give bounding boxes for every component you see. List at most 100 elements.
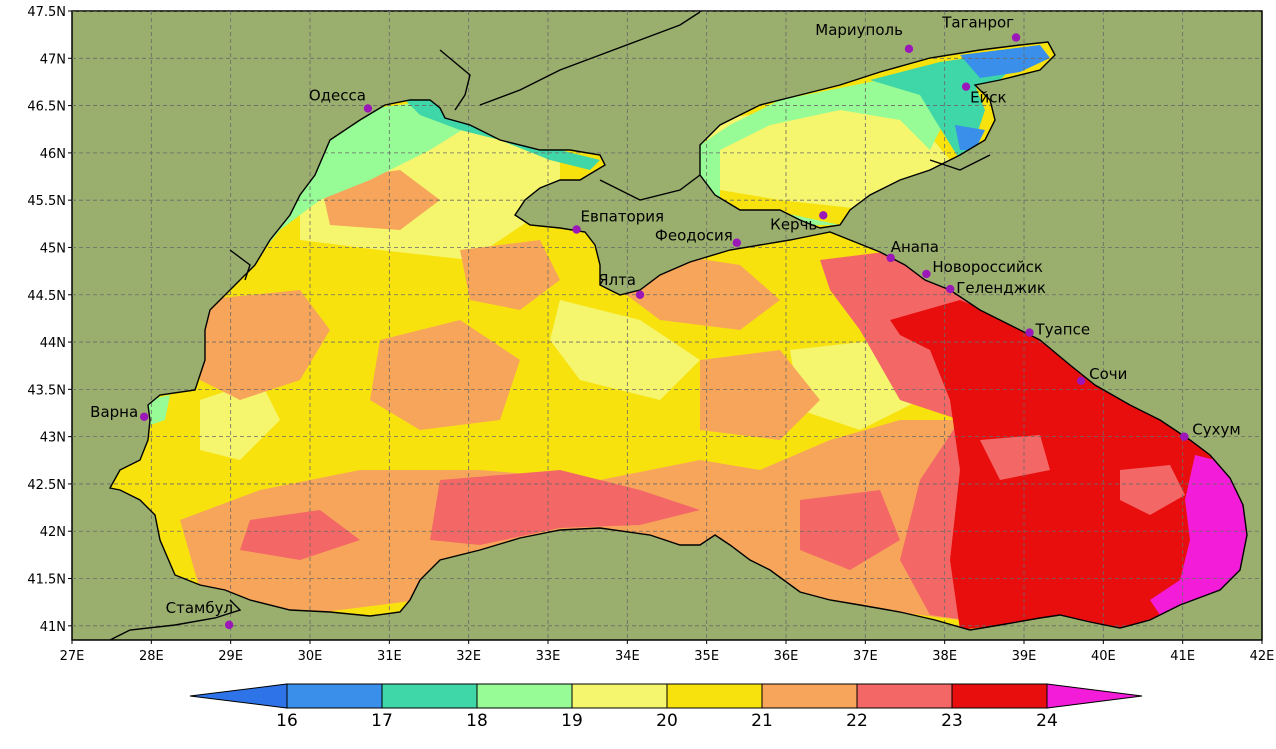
colorbar-max-arrow <box>1046 683 1143 709</box>
colorbar-label: 21 <box>751 711 773 731</box>
city-marker <box>922 269 931 279</box>
lat-tick-label: 42N <box>40 525 66 540</box>
lon-tick-label: 27E <box>60 649 85 664</box>
lat-tick-label: 41N <box>40 620 66 635</box>
lat-tick-label: 43.5N <box>27 383 66 398</box>
lat-tick-label: 43N <box>40 431 66 446</box>
city-marker <box>1011 33 1021 42</box>
lat-tick-label: 46.5N <box>27 100 66 115</box>
city-label: Геленджик <box>956 279 1046 297</box>
band-22 <box>200 290 330 400</box>
lon-tick-label: 40E <box>1091 649 1116 664</box>
city-marker <box>363 104 373 113</box>
city-label: Сочи <box>1089 365 1127 383</box>
city-label: Варна <box>90 403 138 421</box>
colorbar-min-arrow <box>189 683 288 709</box>
city-label: Сухум <box>1192 421 1240 439</box>
lon-tick-label: 41E <box>1170 649 1195 664</box>
city-marker <box>886 253 895 263</box>
lon-tick-label: 29E <box>218 649 243 664</box>
band-19 <box>148 395 170 425</box>
lon-tick-label: 30E <box>298 649 323 664</box>
colorbar-swatch <box>381 683 478 709</box>
colorbar-swatch <box>856 683 953 709</box>
lon-tick-label: 35E <box>694 649 719 664</box>
band-23 <box>980 435 1050 480</box>
band-24 <box>890 300 1240 630</box>
city-marker <box>819 211 828 220</box>
city-markers: Мариуполь Таганрог Ейск Одесса Евпатория Феод… <box>90 13 1241 630</box>
band-23 <box>1120 465 1185 515</box>
city-marker <box>946 284 955 294</box>
city-label: Мариуполь <box>815 21 903 39</box>
longitude-axis: 27E 28E 29E 30E 31E 32E 33E 34E 35E 36E 37E 38E 39E 4… <box>60 640 1275 664</box>
city-label: Анапа <box>891 238 939 256</box>
colorbar-label: 16 <box>276 711 298 731</box>
lat-tick-label: 45N <box>40 241 66 256</box>
colorbar-label: 22 <box>846 711 868 731</box>
colorbar-swatch <box>286 683 383 709</box>
city-marker <box>224 620 234 630</box>
lat-tick-label: 41.5N <box>27 573 66 588</box>
lon-tick-label: 28E <box>139 649 164 664</box>
lat-tick-label: 42.5N <box>27 478 66 493</box>
lat-tick-label: 46N <box>40 147 66 162</box>
lon-tick-label: 33E <box>536 649 561 664</box>
city-label: Ялта <box>598 271 636 289</box>
colorbar-swatch <box>571 683 668 709</box>
band-23 <box>430 470 700 545</box>
city-marker <box>961 82 971 91</box>
temperature-colorbar: 16 17 18 19 20 21 22 23 24 <box>189 683 1143 731</box>
city-marker <box>904 44 914 54</box>
band-25 <box>1150 455 1247 615</box>
band-22 <box>370 320 520 430</box>
latitude-axis: 47.5N 47N 46.5N 46N 45.5N 45N 44.5N 44N 43.5N 43N… <box>27 5 72 635</box>
lon-tick-label: 38E <box>932 649 957 664</box>
coastline <box>108 11 1248 640</box>
colorbar-label: 18 <box>466 711 488 731</box>
colorbar-swatch <box>476 683 573 709</box>
band-23 <box>800 490 900 570</box>
lat-tick-label: 44.5N <box>27 289 66 304</box>
city-marker <box>1025 328 1034 337</box>
city-label: Новороссийск <box>932 258 1042 276</box>
city-label: Евпатория <box>581 207 665 225</box>
colorbar-label: 19 <box>561 711 583 731</box>
band-17 <box>960 45 1050 78</box>
lon-tick-label: 32E <box>456 649 481 664</box>
lat-tick-label: 44N <box>40 336 66 351</box>
colorbar-label: 17 <box>371 711 393 731</box>
colorbar-swatch <box>951 683 1048 709</box>
city-marker <box>1180 432 1189 441</box>
colorbar-swatch <box>761 683 858 709</box>
lat-tick-label: 47N <box>40 52 66 67</box>
city-marker <box>139 412 149 421</box>
lon-tick-label: 34E <box>615 649 640 664</box>
band-20 <box>200 380 280 460</box>
band-19 <box>700 70 950 225</box>
band-22 <box>460 240 560 310</box>
colorbar-swatch <box>666 683 763 709</box>
lon-tick-label: 39E <box>1012 649 1037 664</box>
lon-tick-label: 37E <box>853 649 878 664</box>
lat-tick-label: 45.5N <box>27 194 66 209</box>
band-18 <box>870 55 1020 160</box>
band-20 <box>550 300 700 400</box>
city-marker <box>1076 376 1086 386</box>
colorbar-label: 24 <box>1036 711 1058 731</box>
band-22 <box>700 350 820 440</box>
colorbar-label: 20 <box>656 711 678 731</box>
city-label: Керчь <box>770 215 817 233</box>
city-label: Стамбул <box>166 599 233 617</box>
map-grid <box>72 11 1262 640</box>
city-label: Ейск <box>970 89 1007 107</box>
lon-tick-label: 42E <box>1250 649 1275 664</box>
colorbar-label: 23 <box>941 711 963 731</box>
lon-tick-label: 31E <box>377 649 402 664</box>
city-marker <box>732 238 742 247</box>
city-marker <box>635 290 645 299</box>
lon-tick-label: 36E <box>774 649 799 664</box>
city-label: Туапсе <box>1035 321 1091 339</box>
city-marker <box>572 225 581 234</box>
